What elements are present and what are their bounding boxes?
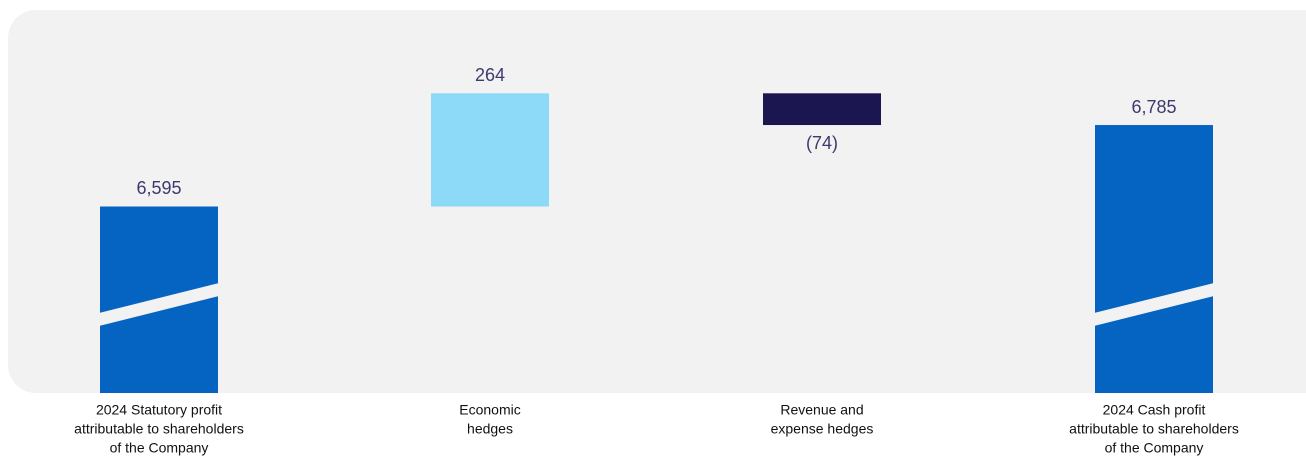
x-tick-label: of the Company	[110, 440, 209, 456]
bar	[763, 93, 881, 126]
x-tick-label: Economic	[459, 402, 520, 418]
x-tick-label: hedges	[467, 421, 513, 437]
value-label: (74)	[806, 133, 838, 153]
x-tick-label: of the Company	[1105, 440, 1204, 456]
axis-break	[1094, 283, 1214, 326]
x-tick-label: attributable to shareholders	[1069, 421, 1239, 437]
value-label: 6,595	[136, 178, 181, 198]
x-tick-label: 2024 Statutory profit	[96, 402, 222, 418]
axis-break	[99, 283, 219, 326]
plot-panel	[8, 10, 1306, 393]
bar	[1095, 125, 1213, 393]
x-tick-label: 2024 Cash profit	[1103, 402, 1206, 418]
x-tick-label: Revenue and	[780, 402, 863, 418]
value-label: 6,785	[1131, 97, 1176, 117]
x-tick-label: attributable to shareholders	[74, 421, 244, 437]
value-label: 264	[475, 65, 505, 85]
bar	[431, 93, 549, 207]
x-tick-label: expense hedges	[771, 421, 874, 437]
